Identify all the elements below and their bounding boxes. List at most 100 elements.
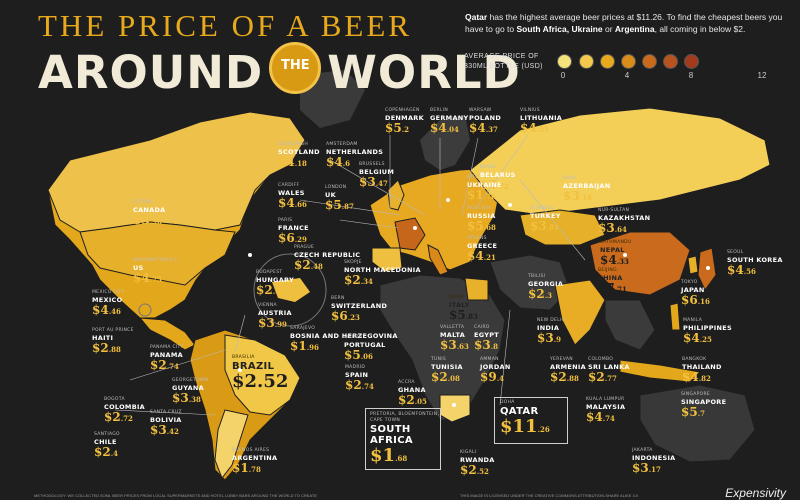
balkans-zoom-ring	[253, 253, 327, 327]
country-label-lithuania: VILNIUS LITHUANIA $4.55	[520, 108, 562, 136]
legend-tick: 12	[757, 71, 767, 80]
title-world: WORLD	[327, 45, 521, 99]
beer-price: $4.66	[278, 196, 307, 210]
beer-price: $3.42	[150, 423, 179, 437]
legend-swatch	[557, 54, 572, 69]
beer-price: $2.88	[92, 341, 121, 355]
legend-swatch	[684, 54, 699, 69]
country-name: NETHERLANDS	[326, 148, 384, 156]
philippines-land	[669, 302, 681, 331]
beer-price: $3.63	[440, 338, 469, 352]
beer-price: $4.55	[520, 121, 549, 135]
country-name: PANAMA	[150, 351, 183, 359]
country-name: AUSTRIA	[258, 309, 292, 317]
korea-land	[687, 255, 699, 275]
title-line-2: AROUND THE WORLD	[38, 42, 521, 99]
capital-city: GEORGETOWN	[172, 378, 209, 383]
legend-tick: 0	[560, 71, 566, 80]
country-name: EGYPT	[474, 331, 500, 339]
beer-price: $1.96	[290, 339, 319, 353]
capital-city: PORT AU PRINCE	[92, 328, 134, 333]
capital-city: COPENHAGEN	[385, 108, 420, 113]
country-label-southkorea: SEOUL SOUTH KOREA $4.56	[727, 250, 783, 278]
beer-price: $1.68	[370, 445, 408, 466]
capital-city: PARIS	[278, 218, 293, 223]
country-name: JAPAN	[681, 286, 705, 294]
beer-price: $2.74	[345, 378, 374, 392]
country-label-denmark: COPENHAGEN DENMARK $5.2	[385, 108, 424, 136]
capital-city: ROME	[449, 295, 464, 300]
country-label-ukraine: KYIV UKRAINE $1.76	[467, 175, 502, 203]
beer-price: $7.71	[598, 281, 627, 295]
beer-price: $5.68	[467, 219, 496, 233]
country-label-switzerland: BERN SWITZERLAND $6.23	[331, 296, 387, 324]
beer-badge: THE	[269, 42, 322, 94]
country-label-turkey: ISTANBUL TURKEY $3.81	[530, 206, 561, 234]
country-label-belgium: BRUSSELS BELGIUM $3.47	[359, 162, 394, 190]
capital-city: KIGALI	[460, 450, 477, 455]
country-label-italy: ROME ITALY $5.83	[449, 295, 478, 323]
beer-price: $2.72	[104, 410, 133, 424]
country-label-japan: TOKYO JAPAN $6.16	[681, 280, 710, 308]
country-name: PORTUGAL	[344, 341, 386, 349]
country-name: US	[133, 264, 144, 272]
capital-city: BERN	[331, 296, 345, 301]
beer-price: $3.99	[258, 316, 287, 330]
country-name: BRAZIL	[232, 361, 275, 372]
france-region	[394, 217, 426, 251]
beer-pins	[238, 198, 710, 407]
legend-swatch	[621, 54, 636, 69]
capital-city: PRAGUE	[294, 245, 315, 250]
legend-swatch	[579, 54, 594, 69]
country-name: SPAIN	[345, 371, 369, 379]
country-label-scotland: EDINBURGH SCOTLAND $4.18	[278, 142, 320, 170]
country-name: JORDAN	[480, 363, 511, 371]
capital-city: MANILA	[683, 318, 703, 323]
capital-city: VILNIUS	[520, 108, 540, 113]
capital-city: KATHMANDU	[600, 240, 632, 245]
beer-price: $2.3	[528, 287, 553, 301]
beer-price: $3.17	[632, 461, 661, 475]
egypt-region	[464, 277, 489, 301]
country-label-haiti: PORT AU PRINCE HAITI $2.88	[92, 328, 134, 356]
country-name: HAITI	[92, 334, 114, 342]
beer-price: $4.18	[278, 155, 307, 169]
iberia-region	[371, 247, 403, 273]
country-name: GREECE	[467, 242, 498, 250]
capital-city: BAKU	[563, 176, 577, 181]
beer-price: $4.04	[430, 121, 459, 135]
intro-countries: South Africa, Ukraine	[516, 24, 603, 34]
country-label-tunisia: TUNIS TUNISIA $2.08	[431, 357, 463, 385]
country-name: SRI LANKA	[588, 363, 630, 371]
country-label-chile: SANTIAGO CHILE $2.4	[94, 432, 120, 460]
kazakhstan-region	[519, 209, 606, 246]
country-name: BELARUS	[480, 171, 516, 179]
canada-region	[47, 111, 306, 233]
country-label-france: PARIS FRANCE $6.29	[278, 218, 309, 246]
beer-price: $9.4	[480, 370, 505, 384]
south-africa-region	[439, 394, 471, 423]
capital-city: MOSCOW	[467, 206, 491, 211]
capital-city: YEREVAN	[550, 357, 573, 362]
country-name: QATAR	[500, 406, 539, 417]
beer-price: $3.81	[530, 219, 559, 233]
country-name: GHANA	[398, 386, 426, 394]
country-label-argentina: BUENOS AIRES ARGENTINA $1.78	[232, 448, 277, 476]
country-label-southafrica: PRETORIA, BLOEMFONTEIN, CAPE TOWN SOUTH A…	[370, 412, 440, 469]
country-name: BOLIVIA	[150, 416, 182, 424]
country-name: TURKEY	[530, 212, 561, 220]
capital-city: SANTIAGO	[94, 432, 120, 437]
title-around: AROUND	[38, 45, 264, 99]
country-label-brazil: BRASILIA BRAZIL $2.52	[232, 355, 302, 392]
capital-city: MINSK	[480, 165, 496, 170]
capital-city: SEOUL	[727, 250, 744, 255]
uk-land	[387, 179, 405, 211]
beer-price: $4.46	[92, 303, 121, 317]
country-label-colombia: BOGOTA COLOMBIA $2.72	[104, 397, 145, 425]
country-name: CHINA	[598, 274, 623, 282]
country-label-egypt: CAIRO EGYPT $3.8	[474, 325, 499, 353]
beer-price: $1.78	[232, 461, 261, 475]
beer-price: $11.26	[500, 416, 550, 437]
country-label-ghana: ACCRA GHANA $2.05	[398, 380, 427, 408]
